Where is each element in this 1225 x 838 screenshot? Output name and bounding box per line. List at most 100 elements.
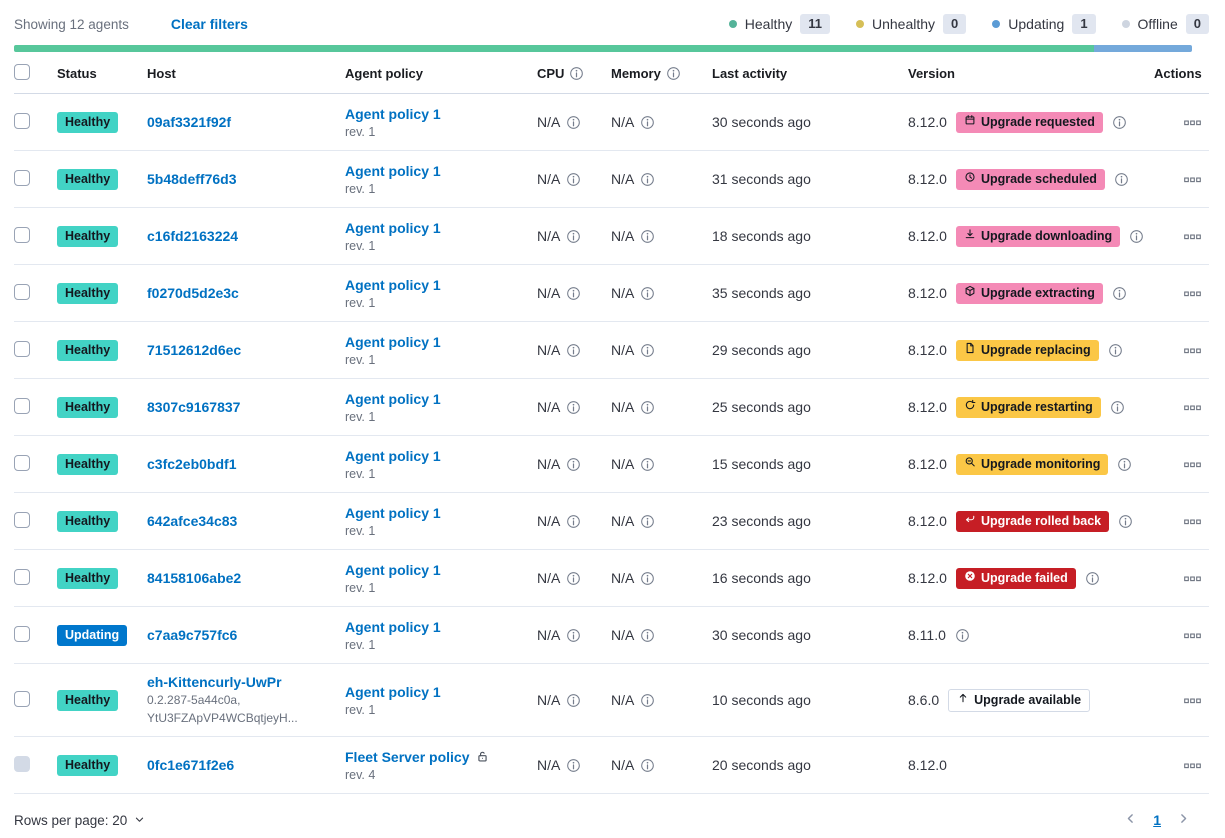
host-link[interactable]: 642afce34c83 (147, 513, 238, 529)
info-icon[interactable] (640, 229, 655, 244)
info-icon[interactable] (566, 628, 581, 643)
info-icon[interactable] (640, 115, 655, 130)
agent-policy-link[interactable]: Agent policy 1 (345, 276, 441, 293)
row-actions-button[interactable] (1184, 225, 1201, 248)
host-link[interactable]: eh-Kittencurly-UwPr (147, 674, 282, 690)
agent-policy-link[interactable]: Agent policy 1 (345, 219, 441, 236)
host-link[interactable]: 09af3321f92f (147, 114, 232, 130)
info-icon[interactable] (640, 286, 655, 301)
agent-policy-link[interactable]: Agent policy 1 (345, 333, 441, 350)
row-checkbox[interactable] (14, 340, 30, 357)
agent-policy-link[interactable]: Agent policy 1 (345, 390, 441, 407)
info-icon[interactable] (1117, 457, 1132, 472)
host-link[interactable]: 8307c9167837 (147, 399, 241, 415)
info-icon[interactable] (666, 66, 681, 81)
page-number-1[interactable]: 1 (1153, 812, 1161, 828)
row-actions-button[interactable] (1184, 453, 1201, 476)
info-icon[interactable] (640, 400, 655, 415)
info-icon[interactable] (566, 286, 581, 301)
host-link[interactable]: f0270d5d2e3c (147, 285, 239, 301)
row-actions-button[interactable] (1184, 396, 1201, 419)
row-actions-button[interactable] (1184, 111, 1201, 134)
row-checkbox[interactable] (14, 283, 30, 300)
info-icon[interactable] (1129, 229, 1144, 244)
select-all-checkbox[interactable] (14, 64, 30, 80)
host-link[interactable]: 71512612d6ec (147, 342, 242, 358)
info-icon[interactable] (566, 115, 581, 130)
row-checkbox[interactable] (14, 568, 30, 585)
row-checkbox[interactable] (14, 169, 30, 186)
agent-policy-link[interactable]: Agent policy 1 (345, 447, 441, 464)
row-checkbox[interactable] (14, 226, 30, 243)
info-icon[interactable] (955, 628, 970, 643)
info-icon[interactable] (640, 457, 655, 472)
info-icon[interactable] (566, 457, 581, 472)
upgrade-status-badge[interactable]: Upgrade failed (955, 567, 1076, 589)
host-link[interactable]: c7aa9c757fc6 (147, 627, 238, 643)
row-checkbox[interactable] (14, 690, 30, 707)
agent-policy-link[interactable]: Agent policy 1 (345, 162, 441, 179)
agent-policy-link[interactable]: Agent policy 1 (345, 683, 441, 700)
info-icon[interactable] (566, 229, 581, 244)
info-icon[interactable] (640, 628, 655, 643)
host-link[interactable]: 0fc1e671f2e6 (147, 757, 235, 773)
agent-policy-link[interactable]: Agent policy 1 (345, 504, 441, 521)
row-actions-button[interactable] (1184, 567, 1201, 590)
row-checkbox[interactable] (14, 454, 30, 471)
info-icon[interactable] (1085, 571, 1100, 586)
agent-policy-link[interactable]: Agent policy 1 (345, 105, 441, 122)
upgrade-status-badge[interactable]: Upgrade monitoring (955, 453, 1109, 475)
host-link[interactable]: 84158106abe2 (147, 570, 242, 586)
info-icon[interactable] (640, 571, 655, 586)
row-checkbox[interactable] (14, 397, 30, 414)
row-actions-button[interactable] (1184, 282, 1201, 305)
upgrade-status-badge[interactable]: Upgrade scheduled (955, 168, 1105, 190)
row-actions-button[interactable] (1184, 339, 1201, 362)
row-checkbox[interactable] (14, 511, 30, 528)
info-icon[interactable] (640, 343, 655, 358)
upgrade-status-badge[interactable]: Upgrade requested (955, 111, 1103, 133)
info-icon[interactable] (569, 66, 584, 81)
info-icon[interactable] (1110, 400, 1125, 415)
row-actions-button[interactable] (1184, 168, 1201, 191)
info-icon[interactable] (640, 514, 655, 529)
info-icon[interactable] (566, 172, 581, 187)
next-page-button[interactable] (1175, 810, 1192, 830)
agent-policy-link[interactable]: Fleet Server policy (345, 748, 470, 765)
info-icon[interactable] (566, 693, 581, 708)
info-icon[interactable] (566, 400, 581, 415)
previous-page-button[interactable] (1122, 810, 1139, 830)
column-header-select[interactable] (14, 54, 57, 94)
row-actions-button[interactable] (1184, 624, 1201, 647)
host-link[interactable]: c16fd2163224 (147, 228, 239, 244)
upgrade-status-badge[interactable]: Upgrade replacing (955, 339, 1099, 361)
row-checkbox[interactable] (14, 625, 30, 642)
agent-policy-link[interactable]: Agent policy 1 (345, 561, 441, 578)
info-icon[interactable] (1118, 514, 1133, 529)
upgrade-status-badge[interactable]: Upgrade available (948, 688, 1091, 712)
row-actions-button[interactable] (1184, 689, 1201, 712)
info-icon[interactable] (566, 514, 581, 529)
upgrade-status-badge[interactable]: Upgrade extracting (955, 282, 1103, 304)
rows-per-page-button[interactable]: Rows per page: 20 (14, 813, 145, 828)
row-actions-button[interactable] (1184, 754, 1201, 777)
upgrade-status-badge[interactable]: Upgrade downloading (955, 225, 1121, 247)
clear-filters-link[interactable]: Clear filters (170, 16, 248, 32)
row-actions-button[interactable] (1184, 510, 1201, 533)
upgrade-status-badge[interactable]: Upgrade restarting (955, 396, 1101, 418)
upgrade-status-badge[interactable]: Upgrade rolled back (955, 510, 1110, 532)
info-icon[interactable] (640, 758, 655, 773)
agent-policy-link[interactable]: Agent policy 1 (345, 618, 441, 635)
host-link[interactable]: c3fc2eb0bdf1 (147, 456, 237, 472)
info-icon[interactable] (640, 693, 655, 708)
info-icon[interactable] (1114, 172, 1129, 187)
info-icon[interactable] (566, 343, 581, 358)
host-link[interactable]: 5b48deff76d3 (147, 171, 237, 187)
info-icon[interactable] (1108, 343, 1123, 358)
row-checkbox[interactable] (14, 112, 30, 129)
info-icon[interactable] (1112, 286, 1127, 301)
info-icon[interactable] (1112, 115, 1127, 130)
info-icon[interactable] (566, 758, 581, 773)
info-icon[interactable] (640, 172, 655, 187)
info-icon[interactable] (566, 571, 581, 586)
